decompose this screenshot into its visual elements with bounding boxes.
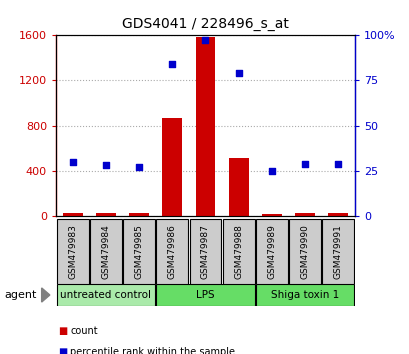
Text: GSM479991: GSM479991 xyxy=(333,224,342,279)
Bar xyxy=(63,213,82,216)
Point xyxy=(301,161,308,166)
Bar xyxy=(156,219,188,284)
Bar xyxy=(294,213,315,216)
Point xyxy=(235,70,241,76)
Text: GSM479989: GSM479989 xyxy=(267,224,276,279)
Bar xyxy=(255,219,287,284)
Text: GSM479988: GSM479988 xyxy=(234,224,243,279)
Bar xyxy=(129,213,148,216)
Text: GSM479990: GSM479990 xyxy=(300,224,309,279)
Text: GSM479983: GSM479983 xyxy=(68,224,77,279)
Text: GSM479985: GSM479985 xyxy=(134,224,143,279)
Bar xyxy=(195,37,215,216)
Bar xyxy=(56,285,155,306)
Text: LPS: LPS xyxy=(196,290,214,300)
Title: GDS4041 / 228496_s_at: GDS4041 / 228496_s_at xyxy=(122,17,288,31)
Bar xyxy=(123,219,155,284)
Point xyxy=(102,162,109,168)
Bar xyxy=(96,213,115,216)
Text: count: count xyxy=(70,326,98,336)
Text: GSM479987: GSM479987 xyxy=(200,224,209,279)
Point xyxy=(135,164,142,170)
Bar xyxy=(288,219,320,284)
Bar xyxy=(162,118,182,216)
Point xyxy=(169,61,175,67)
Bar xyxy=(56,219,88,284)
Text: agent: agent xyxy=(4,290,36,300)
Text: ■: ■ xyxy=(58,326,67,336)
Bar xyxy=(328,213,348,216)
Bar xyxy=(156,285,254,306)
Bar xyxy=(261,213,281,216)
Point xyxy=(268,168,274,173)
Bar xyxy=(222,219,254,284)
Bar xyxy=(228,158,248,216)
Polygon shape xyxy=(42,288,50,302)
Bar xyxy=(90,219,121,284)
Point xyxy=(202,38,208,43)
Point xyxy=(334,161,341,166)
Point xyxy=(69,159,76,165)
Text: GSM479984: GSM479984 xyxy=(101,224,110,279)
Text: GSM479986: GSM479986 xyxy=(167,224,176,279)
Bar xyxy=(255,285,353,306)
Text: percentile rank within the sample: percentile rank within the sample xyxy=(70,347,235,354)
Bar xyxy=(321,219,353,284)
Bar xyxy=(189,219,221,284)
Text: untreated control: untreated control xyxy=(60,290,151,300)
Text: ■: ■ xyxy=(58,347,67,354)
Text: Shiga toxin 1: Shiga toxin 1 xyxy=(270,290,339,300)
